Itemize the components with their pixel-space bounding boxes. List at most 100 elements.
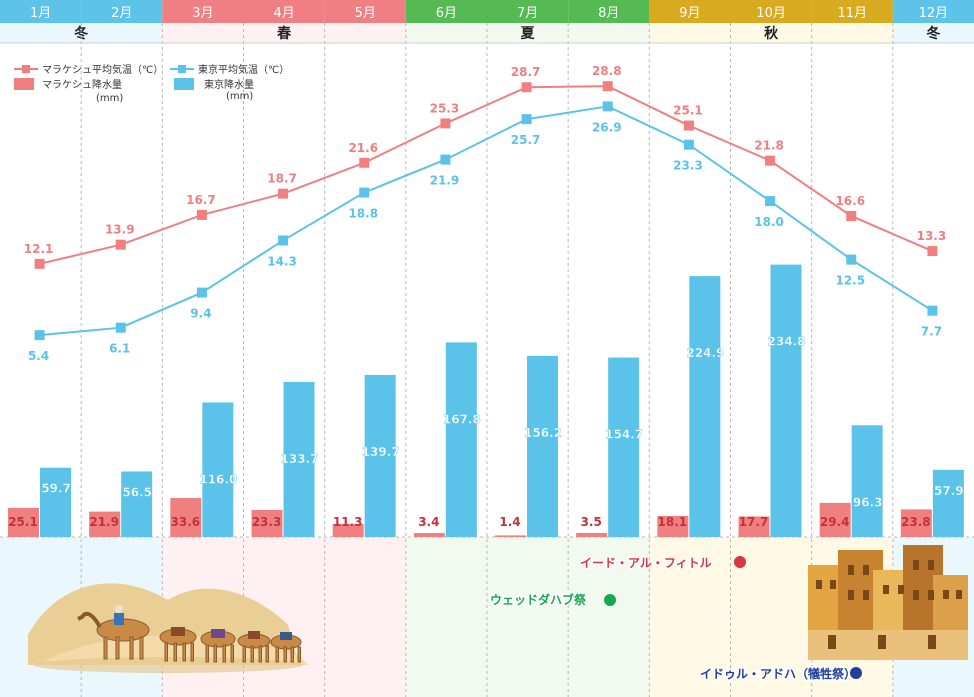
tokyo-temp-label-10: 18.0 <box>754 215 784 229</box>
tokyo-precip-bar-5 <box>364 374 396 537</box>
marrakech-temp-marker-9 <box>683 120 694 131</box>
marrakech-temp-label-5: 21.6 <box>348 141 378 155</box>
tokyo-precip-bar-12 <box>932 469 964 537</box>
legend-tokyo-temp-marker <box>178 65 186 73</box>
marrakech-precip-label-7: 1.4 <box>499 515 520 529</box>
tokyo-precip-bar-7 <box>527 355 558 537</box>
legend-tokyo-precip-swatch <box>174 78 194 90</box>
marrakech-temp-label-4: 18.7 <box>267 172 297 186</box>
marrakech-precip-label-9: 18.1 <box>658 515 688 529</box>
marrakech-temp-label-3: 16.7 <box>186 193 216 207</box>
legend-tokyo-temp-text: 東京平均気温（℃） <box>198 63 289 76</box>
month-cell-2 <box>81 0 163 23</box>
tokyo-precip-bar-4 <box>283 381 315 537</box>
month-label-12: 12月 <box>919 6 949 21</box>
marrakech-temp-line <box>39 85 933 265</box>
month-label-2: 2月 <box>111 6 132 21</box>
tokyo-temp-marker-1 <box>34 330 45 341</box>
tokyo-temp-marker-6 <box>440 154 451 165</box>
tokyo-temp-marker-11 <box>846 254 857 265</box>
month-cell-7 <box>487 0 569 23</box>
tokyo-temp-marker-4 <box>278 235 289 246</box>
legend-marrakech-temp-marker <box>22 65 30 73</box>
marrakech-temp-label-12: 13.3 <box>917 229 947 243</box>
marrakech-temp-marker-6 <box>440 118 451 129</box>
tokyo-precip-label-1: 59.7 <box>41 482 71 496</box>
tokyo-precip-label-3: 116.0 <box>199 472 237 486</box>
tokyo-precip-bar-8 <box>608 357 640 537</box>
marrakech-temp-label-6: 25.3 <box>430 101 460 115</box>
marrakech-precip-label-5: 11.3 <box>333 515 363 529</box>
marrakech-precip-label-8: 3.5 <box>581 515 602 529</box>
marrakech-precip-bar-11 <box>819 502 851 537</box>
tokyo-temp-marker-7 <box>521 114 532 125</box>
month-cell-12 <box>892 0 974 23</box>
tokyo-temp-marker-10 <box>765 196 776 207</box>
tokyo-temp-label-5: 18.8 <box>348 207 378 221</box>
tokyo-temp-label-7: 25.7 <box>511 133 541 147</box>
month-label-8: 8月 <box>598 6 619 21</box>
season-band-2 <box>405 23 650 43</box>
marrakech-precip-bar-9 <box>657 516 689 537</box>
month-label-9: 9月 <box>679 6 700 21</box>
season-label-3: 秋 <box>764 25 779 42</box>
month-cell-4 <box>243 0 325 23</box>
season-band-1 <box>162 23 406 43</box>
tokyo-precip-label-6: 167.8 <box>443 412 481 426</box>
tokyo-precip-bar-9 <box>689 276 721 537</box>
legend-marrakech-precip-swatch <box>14 78 34 90</box>
tokyo-precip-label-12: 57.9 <box>934 484 964 498</box>
season-footer-2 <box>405 537 650 697</box>
marrakech-temp-marker-12 <box>927 246 938 257</box>
month-label-4: 4月 <box>273 6 294 21</box>
marrakech-precip-label-4: 23.3 <box>252 515 282 529</box>
event-dot-2 <box>604 594 616 606</box>
month-label-1: 1月 <box>30 6 51 21</box>
marrakech-temp-label-8: 28.8 <box>592 64 622 78</box>
tokyo-precip-label-5: 139.7 <box>362 445 400 459</box>
marrakech-precip-bar-10 <box>738 516 770 537</box>
marrakech-precip-label-10: 17.7 <box>739 515 769 529</box>
tokyo-precip-label-11: 96.3 <box>853 495 883 509</box>
camel-caravan-illustration <box>28 583 308 673</box>
marrakech-temp-label-11: 16.6 <box>835 194 865 208</box>
legend-marrakech-temp-text: マラケシュ平均気温（℃） <box>42 63 163 76</box>
tokyo-temp-label-3: 9.4 <box>190 307 211 321</box>
month-cell-11 <box>811 0 893 23</box>
marrakech-temp-marker-1 <box>34 258 45 269</box>
tokyo-temp-marker-3 <box>196 287 207 298</box>
marrakech-precip-bar-1 <box>8 507 39 537</box>
tokyo-precip-label-10: 234.8 <box>768 335 806 349</box>
tokyo-temp-label-8: 26.9 <box>592 120 622 134</box>
tokyo-temp-label-4: 14.3 <box>267 254 297 268</box>
marrakech-precip-label-6: 3.4 <box>418 515 439 529</box>
tokyo-temp-marker-9 <box>683 139 694 150</box>
tokyo-precip-bar-2 <box>121 471 153 537</box>
tokyo-precip-label-7: 156.2 <box>524 426 562 440</box>
tokyo-temp-label-12: 7.7 <box>921 325 942 339</box>
tokyo-temp-label-11: 12.5 <box>835 274 865 288</box>
marrakech-temp-label-1: 12.1 <box>24 242 54 256</box>
marrakech-temp-label-2: 13.9 <box>105 223 135 237</box>
season-label-4: 冬 <box>926 25 940 42</box>
marrakech-precip-bar-3 <box>170 498 202 537</box>
legend-marrakech-precip-text: マラケシュ降水量 <box>42 78 122 91</box>
tokyo-temp-marker-12 <box>927 305 938 316</box>
event-dot-3 <box>850 667 862 679</box>
marrakech-temp-marker-8 <box>602 81 613 92</box>
marrakech-temp-marker-2 <box>115 239 126 250</box>
season-label-1: 春 <box>276 25 292 42</box>
month-label-5: 5月 <box>355 6 376 21</box>
event-label-2: ウェッドダハブ祭 <box>490 592 587 607</box>
month-cell-10 <box>730 0 812 23</box>
tokyo-temp-marker-8 <box>602 101 613 112</box>
season-label-2: 夏 <box>521 25 536 42</box>
month-cell-9 <box>649 0 731 23</box>
season-band-0 <box>0 23 163 43</box>
month-label-7: 7月 <box>517 6 538 21</box>
marrakech-precip-bar-4 <box>251 509 283 537</box>
month-label-6: 6月 <box>436 6 457 21</box>
season-band-4 <box>892 23 974 43</box>
tokyo-temp-label-6: 21.9 <box>430 174 460 188</box>
marrakech-precip-bar-6 <box>413 533 445 537</box>
